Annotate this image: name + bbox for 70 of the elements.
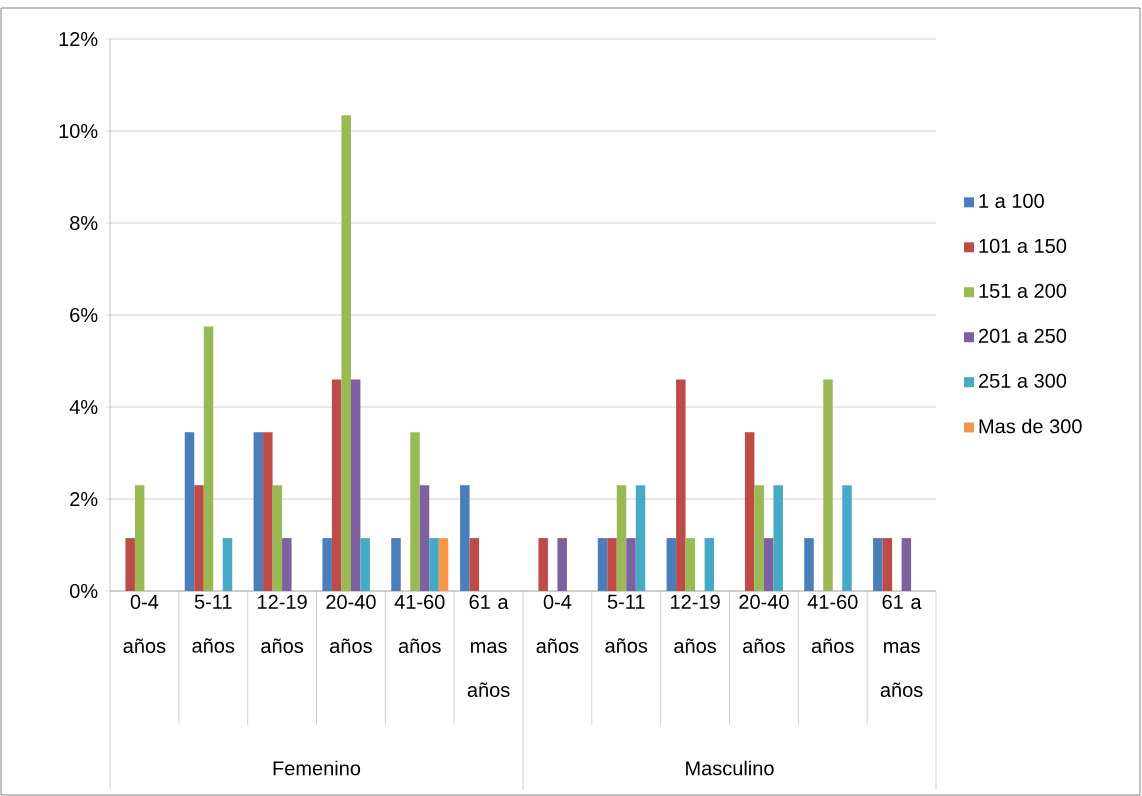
bar bbox=[184, 432, 195, 591]
bar bbox=[823, 379, 833, 591]
text: Femenino bbox=[273, 760, 361, 776]
text: Masculino bbox=[686, 760, 774, 776]
bar bbox=[773, 485, 783, 591]
bar bbox=[538, 538, 548, 591]
bar bbox=[676, 379, 686, 591]
category-label: 61 a mas años bbox=[467, 594, 510, 698]
category-label: 61 a mas años bbox=[880, 594, 923, 698]
bar bbox=[194, 485, 204, 591]
bar bbox=[282, 538, 292, 591]
legend-label: 201 a 250 bbox=[978, 328, 1067, 343]
bar bbox=[842, 485, 852, 591]
category-label: 20-40 años bbox=[326, 594, 376, 654]
bar bbox=[203, 326, 214, 591]
bar bbox=[350, 379, 361, 591]
legend-label: 1 a 100 bbox=[979, 193, 1044, 208]
bar bbox=[419, 485, 430, 591]
legend-label: 251 a 300 bbox=[978, 373, 1067, 388]
category-label: 5-11 años bbox=[605, 594, 648, 653]
y-tick-label: 2% bbox=[70, 491, 98, 507]
bar bbox=[331, 379, 342, 591]
bar bbox=[360, 538, 370, 591]
y-tick-label: 6% bbox=[70, 307, 98, 323]
legend-label: Mas de 300 bbox=[979, 418, 1082, 434]
bar bbox=[272, 485, 283, 591]
bar bbox=[607, 538, 617, 591]
bar bbox=[391, 538, 401, 591]
y-tick-label: 4% bbox=[69, 400, 98, 414]
bar bbox=[429, 538, 439, 591]
bar bbox=[754, 485, 764, 591]
category-label: 12-19 años bbox=[258, 594, 307, 654]
bar bbox=[253, 432, 264, 591]
bar bbox=[744, 432, 755, 591]
y-tick-label: 8% bbox=[70, 215, 98, 231]
bar bbox=[322, 538, 332, 591]
bar bbox=[704, 538, 715, 591]
bar bbox=[666, 538, 677, 591]
bar bbox=[341, 115, 351, 591]
bar bbox=[597, 538, 608, 591]
bar bbox=[125, 538, 135, 591]
bar bbox=[263, 432, 273, 591]
y-tick-label: 12% bbox=[59, 31, 98, 47]
bar bbox=[438, 538, 449, 591]
bar bbox=[901, 538, 912, 591]
bar bbox=[882, 538, 893, 591]
bar bbox=[635, 485, 646, 591]
category-label: 41-60 años bbox=[394, 594, 445, 654]
bar bbox=[685, 538, 696, 591]
bar bbox=[616, 485, 627, 591]
bar bbox=[134, 485, 145, 591]
y-tick-label: 10% bbox=[59, 123, 98, 139]
bar bbox=[763, 538, 774, 591]
bar bbox=[410, 432, 420, 591]
bar bbox=[557, 538, 567, 591]
bar bbox=[626, 538, 636, 591]
bar bbox=[469, 538, 480, 591]
category-label: 0-4 años bbox=[536, 594, 579, 654]
category-label: 20-40 años bbox=[739, 594, 789, 654]
category-label: 0-4 años bbox=[123, 594, 166, 654]
category-label: 41-60 años bbox=[807, 594, 858, 654]
category-label: 5-11 años bbox=[192, 594, 235, 653]
legend-label: 151 a 200 bbox=[979, 283, 1067, 298]
legend-label: 101 a 150 bbox=[979, 238, 1067, 253]
category-label: 12-19 años bbox=[671, 594, 720, 654]
bar bbox=[873, 538, 883, 591]
bar bbox=[804, 538, 814, 591]
bar bbox=[222, 538, 233, 591]
y-tick-label: 0% bbox=[70, 583, 98, 599]
bar bbox=[460, 485, 470, 591]
